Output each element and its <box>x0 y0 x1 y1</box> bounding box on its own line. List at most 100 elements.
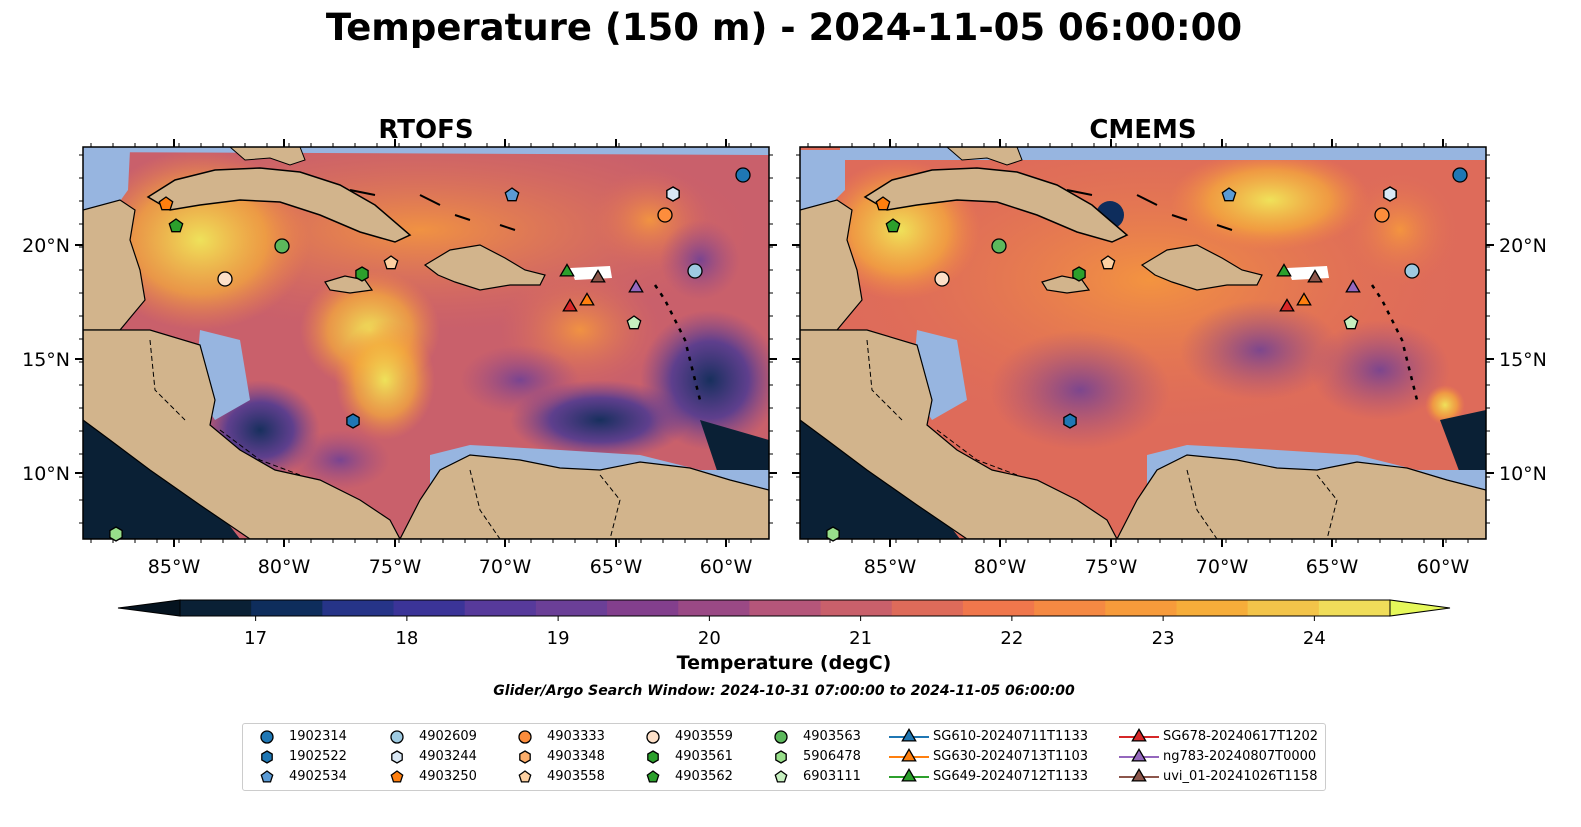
legend-hexagon-marker <box>391 750 403 764</box>
lat-tick-label-right: 15°N <box>1499 349 1547 371</box>
marker-4903563 <box>991 238 1007 254</box>
marker-sg630-20240713t1103 <box>579 292 595 306</box>
legend-swatch <box>889 748 929 762</box>
legend-label: 4903561 <box>675 749 733 764</box>
colorbar-segment <box>1105 600 1177 616</box>
legend-label: SG649-20240712T1133 <box>933 769 1089 784</box>
marker-6903111 <box>1343 315 1359 330</box>
colorbar-segment <box>464 600 537 616</box>
rtofs-map-panel <box>82 146 770 540</box>
legend-item: 4903558 <box>511 767 631 787</box>
search-window-note: Glider/Argo Search Window: 2024-10-31 07… <box>493 683 1075 699</box>
lon-tick-label: 85°W <box>864 556 917 578</box>
colorbar-tick-label: 23 <box>1152 628 1175 649</box>
legend-item: SG649-20240712T1133 <box>887 767 1107 787</box>
legend-pentagon-marker <box>774 770 788 783</box>
lon-tick-label: 75°W <box>369 556 422 578</box>
marker-4903562 <box>168 218 184 233</box>
marker-4903563 <box>274 238 290 254</box>
legend-item: 4903244 <box>383 747 503 767</box>
legend-triangle-marker <box>901 748 917 762</box>
legend-item: 4903250 <box>383 767 503 787</box>
legend-label: 4903559 <box>675 729 733 744</box>
legend-label: 5906478 <box>803 749 861 764</box>
cmems-map-panel <box>799 146 1487 540</box>
legend-label: uvi_01-20241026T1158 <box>1163 769 1318 784</box>
lat-tick-label-left: 15°N <box>22 349 70 371</box>
legend-pentagon-marker <box>260 770 274 783</box>
legend-swatch <box>775 750 787 764</box>
figure-title: Temperature (150 m) - 2024-11-05 06:00:0… <box>325 6 1243 49</box>
legend-triangle-marker <box>1131 728 1147 742</box>
colorbar: 17 18 19 20 21 22 23 24 <box>117 599 1451 649</box>
colorbar-label: Temperature (degC) <box>676 652 892 674</box>
marker-4903333 <box>657 207 673 223</box>
legend-swatch <box>1119 768 1159 782</box>
colorbar-tick-label: 24 <box>1303 628 1326 649</box>
marker-4902534 <box>1221 187 1237 202</box>
legend-item: 4903348 <box>511 747 631 767</box>
legend-label: 4903250 <box>419 769 477 784</box>
legend-item: 4903333 <box>511 727 631 747</box>
rtofs-platform-markers <box>109 167 751 542</box>
legend-swatch <box>260 770 274 783</box>
legend-swatch <box>646 730 660 744</box>
legend-item: 4903563 <box>767 727 887 747</box>
rtofs-temperature-field <box>83 147 769 539</box>
marker-4902609 <box>687 263 703 279</box>
lon-tick-label: 60°W <box>700 556 753 578</box>
marker-4903558 <box>383 255 399 270</box>
colorbar-segment <box>962 600 1035 616</box>
legend-pentagon-marker <box>518 770 532 783</box>
legend-swatch <box>1119 748 1159 762</box>
marker-sg649-20240712t1133 <box>1276 263 1292 277</box>
legend-label: 4903563 <box>803 729 861 744</box>
legend-label: 1902314 <box>289 729 347 744</box>
marker-sg678-20240617t1202 <box>1279 298 1295 312</box>
cmems-platform-markers <box>826 167 1468 542</box>
marker-4903559 <box>217 271 233 287</box>
legend-label: 4903562 <box>675 769 733 784</box>
colorbar-outline <box>179 599 1391 617</box>
legend-swatch <box>391 750 403 764</box>
colorbar-tick-label: 19 <box>547 628 570 649</box>
legend-circle-marker <box>390 730 404 744</box>
legend-swatch <box>889 768 929 782</box>
legend-item: 4903562 <box>639 767 759 787</box>
legend-swatch <box>260 730 274 744</box>
lon-tick-label: 60°W <box>1417 556 1470 578</box>
marker-5906478 <box>109 526 123 542</box>
marker-4903562 <box>885 218 901 233</box>
legend-item: 4903561 <box>639 747 759 767</box>
marker-4903244 <box>666 186 680 202</box>
marker-sg630-20240713t1103 <box>1296 292 1312 306</box>
marker-4903244 <box>1383 186 1397 202</box>
colorbar-segment <box>607 600 679 616</box>
colorbar-tick-label: 18 <box>395 628 418 649</box>
legend-item: 4902534 <box>253 767 373 787</box>
legend-label: 4902609 <box>419 729 477 744</box>
colorbar-tick-label: 21 <box>849 628 872 649</box>
marker-4903561 <box>355 266 369 282</box>
legend-swatch <box>518 730 532 744</box>
colorbar-tick-label: 20 <box>698 628 721 649</box>
lat-tick-label-left: 10°N <box>22 463 70 485</box>
marker-4903559 <box>934 271 950 287</box>
marker-ng783-20240807t0000 <box>628 279 644 293</box>
legend-swatch <box>646 770 660 783</box>
marker-5906478 <box>826 526 840 542</box>
colorbar-extend-low <box>117 599 181 617</box>
legend: 1902314 1902522 4902534 4902609 4903244 49032… <box>242 723 1326 791</box>
legend-label: ng783-20240807T0000 <box>1163 749 1317 764</box>
legend-hexagon-marker <box>775 750 787 764</box>
legend-circle-marker <box>518 730 532 744</box>
marker-sg678-20240617t1202 <box>562 298 578 312</box>
colorbar-segment <box>1034 600 1106 616</box>
legend-swatch <box>390 770 404 783</box>
marker-sg649-20240712t1133 <box>559 263 575 277</box>
legend-item: SG630-20240713T1103 <box>887 747 1107 767</box>
colorbar-segment <box>891 600 964 616</box>
legend-hexagon-marker <box>519 750 531 764</box>
legend-swatch <box>774 770 788 783</box>
